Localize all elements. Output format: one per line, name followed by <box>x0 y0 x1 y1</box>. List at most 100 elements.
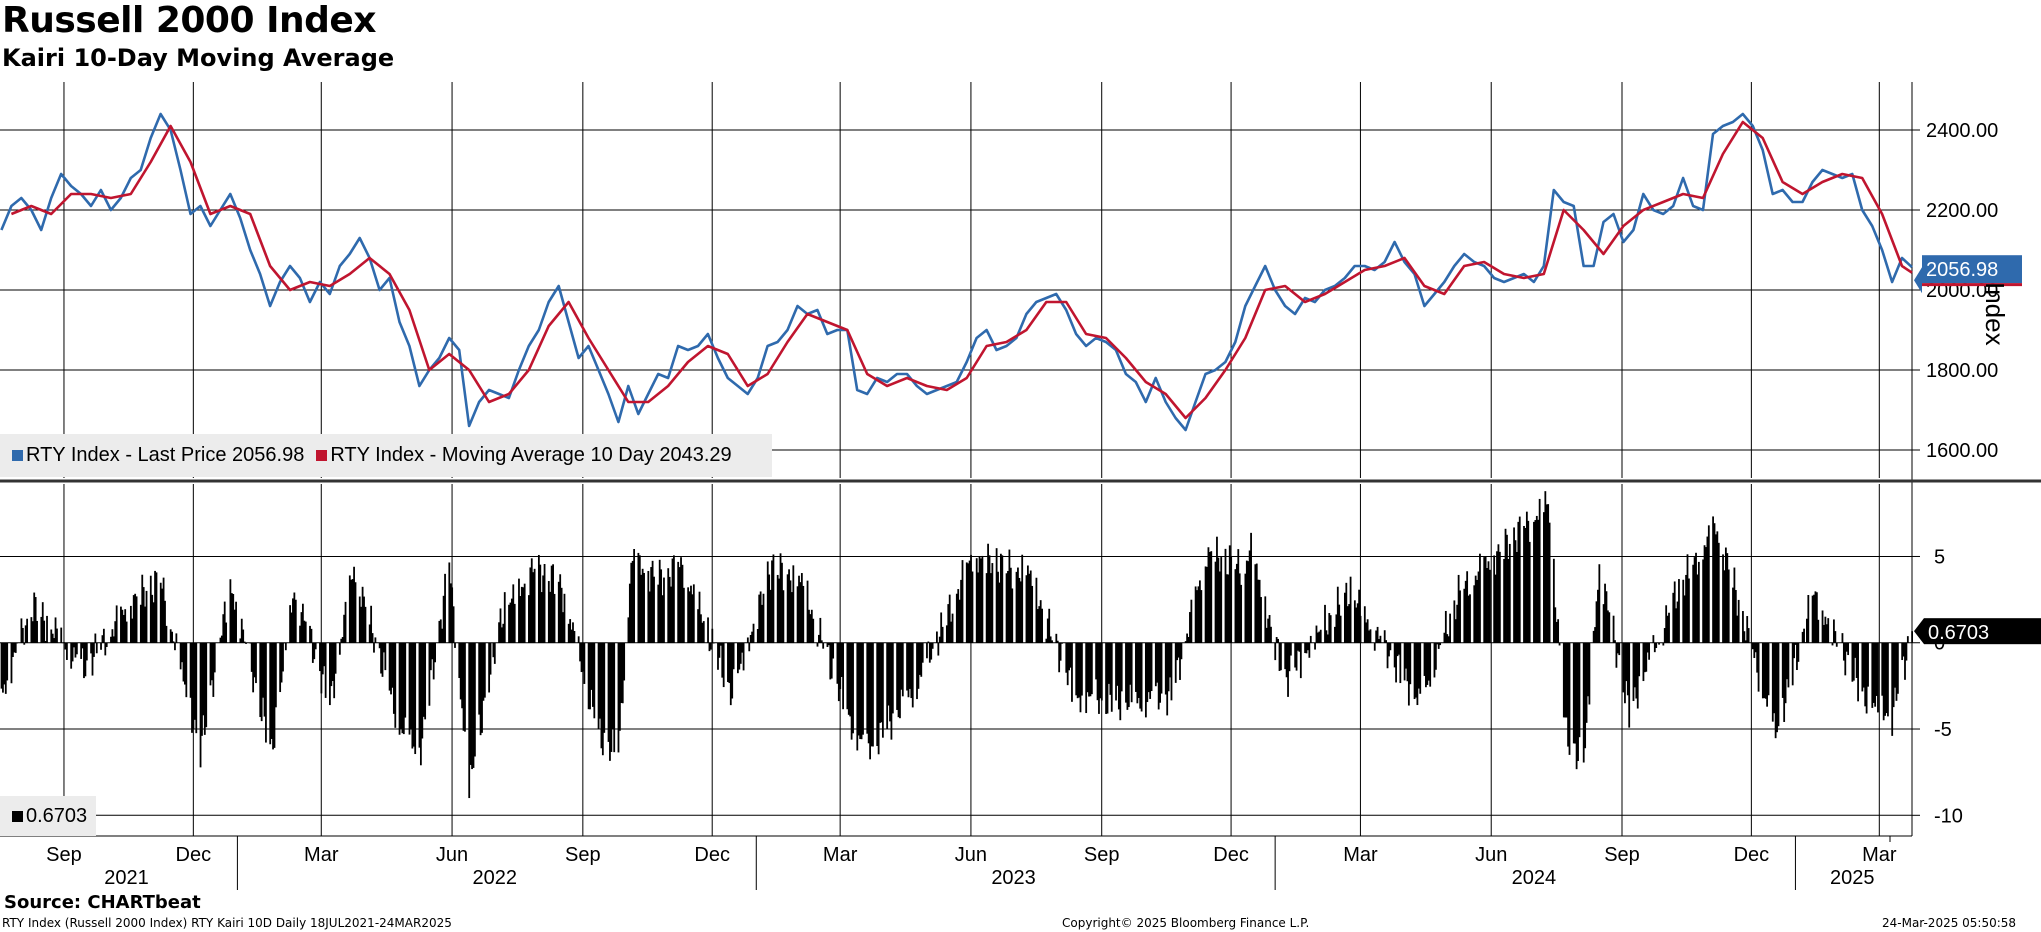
kairi-bar <box>434 642 436 663</box>
kairi-bar <box>1527 520 1530 643</box>
kairi-bar <box>1136 642 1139 704</box>
kairi-bar <box>1686 554 1689 643</box>
kairi-bar <box>1406 642 1409 682</box>
kairi-bar <box>1184 641 1187 643</box>
legend-label-kairi: 0.6703 <box>26 804 88 827</box>
kairi-bar <box>383 642 385 653</box>
kairi-bar <box>1015 571 1018 643</box>
kairi-bar <box>1220 557 1223 643</box>
kairi-bar <box>1116 642 1119 686</box>
kairi-bar <box>1794 642 1797 645</box>
kairi-bar <box>1543 512 1545 643</box>
kairi-bar <box>1144 642 1147 718</box>
kairi-bar <box>1678 579 1680 643</box>
kairi-bar <box>1615 642 1618 668</box>
kairi-bar <box>1658 642 1660 645</box>
kairi-bar <box>384 642 387 671</box>
kairi-bar <box>364 606 367 643</box>
kairi-bar <box>722 642 725 688</box>
kairi-bar <box>122 614 125 643</box>
kairi-bar <box>1248 550 1251 643</box>
kairi-bar <box>523 583 526 643</box>
kairi-bar <box>761 604 763 643</box>
kairi-bar <box>1504 528 1507 643</box>
kairi-bar <box>282 642 284 672</box>
kairi-bar <box>309 625 311 643</box>
kairi-bar <box>840 642 843 678</box>
kairi-bar <box>1608 612 1611 643</box>
moving-average-line <box>10 120 1913 420</box>
kairi-bar <box>1817 619 1820 643</box>
kairi-bar <box>1444 610 1447 643</box>
kairi-bar <box>1672 592 1675 643</box>
kairi-bar <box>1825 624 1828 643</box>
kairi-bar <box>1653 642 1656 653</box>
kairi-bar <box>1295 642 1298 671</box>
kairi-bar <box>1705 547 1707 643</box>
kairi-bar <box>580 642 583 673</box>
kairi-bar <box>1811 595 1814 643</box>
kairi-bar <box>429 642 432 671</box>
kairi-bar <box>508 604 510 643</box>
kairi-bar <box>718 642 721 658</box>
kairi-bar <box>182 642 185 682</box>
kairi-bar <box>1433 642 1436 678</box>
kairi-bar <box>948 594 951 643</box>
kairi-bar <box>1287 642 1289 697</box>
kairi-bar <box>945 625 948 643</box>
footer-series-info: RTY Index (Russell 2000 Index) RTY Kairi… <box>2 916 452 930</box>
kairi-bar <box>1348 604 1351 643</box>
kairi-bar <box>738 642 741 670</box>
kairi-bar <box>1905 642 1908 661</box>
kairi-bar <box>1815 592 1818 643</box>
kairi-bar <box>1413 642 1416 700</box>
kairi-bar <box>609 642 611 761</box>
kairi-bar <box>438 620 441 643</box>
kairi-bar <box>1129 642 1132 685</box>
kairi-bar <box>1393 642 1396 668</box>
kairi-bar <box>927 641 930 643</box>
kairi-bar <box>590 642 593 690</box>
kairi-bar <box>1254 564 1257 643</box>
kairi-bar <box>1625 642 1628 682</box>
kairi-bar <box>1538 498 1541 643</box>
kairi-bar <box>1562 642 1565 718</box>
lower-y-tick-label: -5 <box>1934 719 1952 741</box>
kairi-bar <box>1864 642 1867 707</box>
kairi-bar <box>1544 491 1547 643</box>
kairi-bar <box>56 628 58 643</box>
kairi-bar <box>1537 519 1540 643</box>
kairi-bar <box>390 642 392 695</box>
kairi-bar <box>579 642 581 662</box>
kairi-bar <box>43 620 46 643</box>
x-month-tick-label: Jun <box>1475 844 1507 866</box>
kairi-bar <box>1821 610 1824 643</box>
kairi-bar <box>1533 521 1535 643</box>
kairi-bar <box>448 562 451 643</box>
kairi-bar <box>850 642 853 740</box>
kairi-bar <box>799 582 802 643</box>
kairi-bar <box>66 642 68 660</box>
kairi-bar <box>144 606 146 643</box>
kairi-bar <box>54 617 57 643</box>
kairi-bar <box>219 637 222 643</box>
kairi-bar <box>41 602 44 643</box>
kairi-bar <box>1425 642 1427 688</box>
kairi-bar <box>859 642 862 740</box>
kairi-bar <box>965 562 968 643</box>
kairi-bar <box>786 574 789 643</box>
kairi-bar <box>1882 642 1885 721</box>
kairi-bar <box>1807 595 1810 643</box>
kairi-bar <box>1025 575 1028 643</box>
kairi-bar <box>1187 636 1190 643</box>
kairi-bar <box>340 638 343 643</box>
kairi-bar <box>1386 642 1389 669</box>
kairi-bar <box>1642 642 1645 682</box>
kairi-bar <box>1210 551 1213 643</box>
kairi-bar <box>955 593 958 643</box>
kairi-bar <box>918 642 921 675</box>
kairi-bar <box>812 618 815 643</box>
kairi-bar <box>1069 642 1072 668</box>
kairi-bar <box>559 574 562 643</box>
kairi-bar <box>1170 642 1173 701</box>
